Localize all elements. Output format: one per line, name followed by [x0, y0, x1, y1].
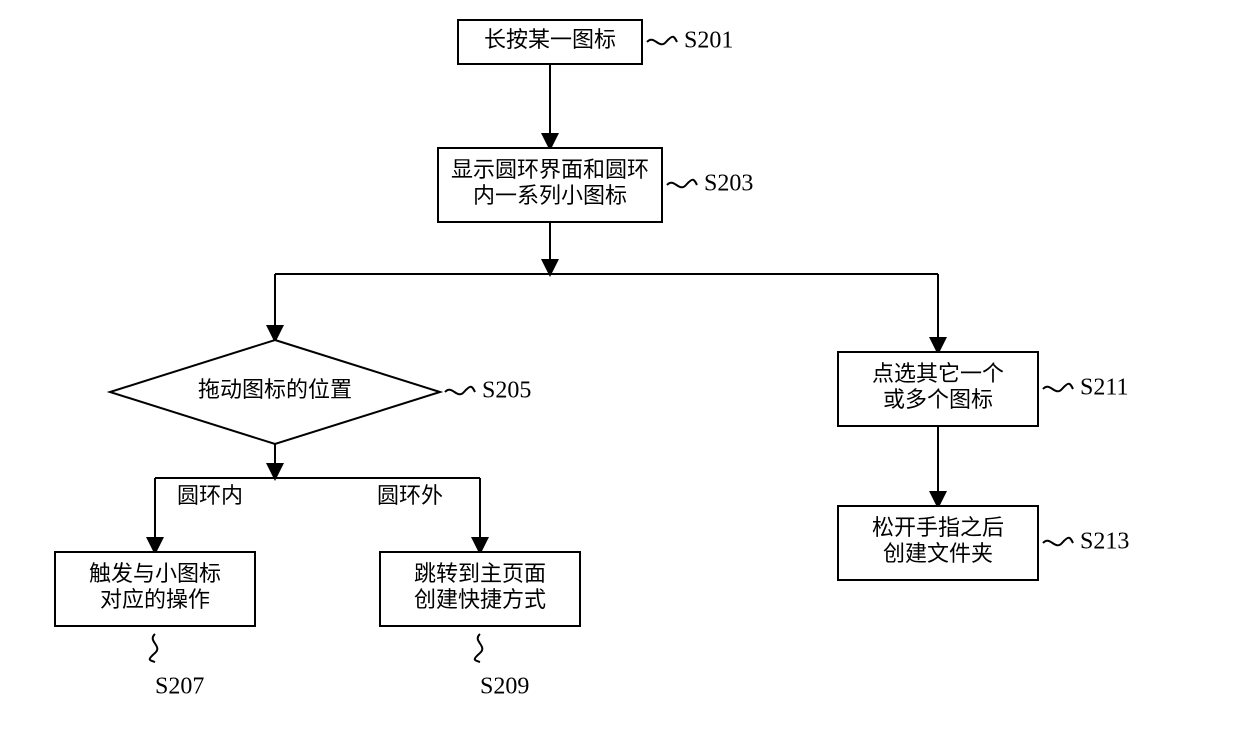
node-s207-label: 触发与小图标 — [89, 561, 221, 586]
step-label-s203: S203 — [704, 171, 753, 197]
flowchart: 长按某一图标显示圆环界面和圆环内一系列小图标拖动图标的位置触发与小图标对应的操作… — [0, 0, 1240, 735]
step-label-s207: S207 — [155, 674, 204, 700]
step-label-s205: S205 — [482, 378, 531, 404]
node-s205-label: 拖动图标的位置 — [198, 377, 352, 402]
step-label-s209: S209 — [480, 674, 529, 700]
edge-label-7: 圆环内 — [177, 483, 243, 508]
node-s213-label: 创建文件夹 — [883, 541, 993, 566]
step-label-s201: S201 — [684, 28, 733, 54]
node-s211-label: 点选其它一个 — [872, 361, 1004, 386]
node-s207-label: 对应的操作 — [100, 587, 210, 612]
node-s213-label: 松开手指之后 — [872, 515, 1004, 540]
node-s209-label: 创建快捷方式 — [414, 587, 546, 612]
node-s203-label: 显示圆环界面和圆环 — [451, 157, 649, 182]
node-s209-label: 跳转到主页面 — [414, 561, 546, 586]
node-s203-label: 内一系列小图标 — [473, 183, 627, 208]
step-label-s213: S213 — [1080, 529, 1129, 555]
node-s201-label: 长按某一图标 — [484, 27, 616, 52]
edge-label-8: 圆环外 — [377, 483, 443, 508]
node-s211-label: 或多个图标 — [883, 387, 993, 412]
step-label-s211: S211 — [1080, 375, 1128, 401]
